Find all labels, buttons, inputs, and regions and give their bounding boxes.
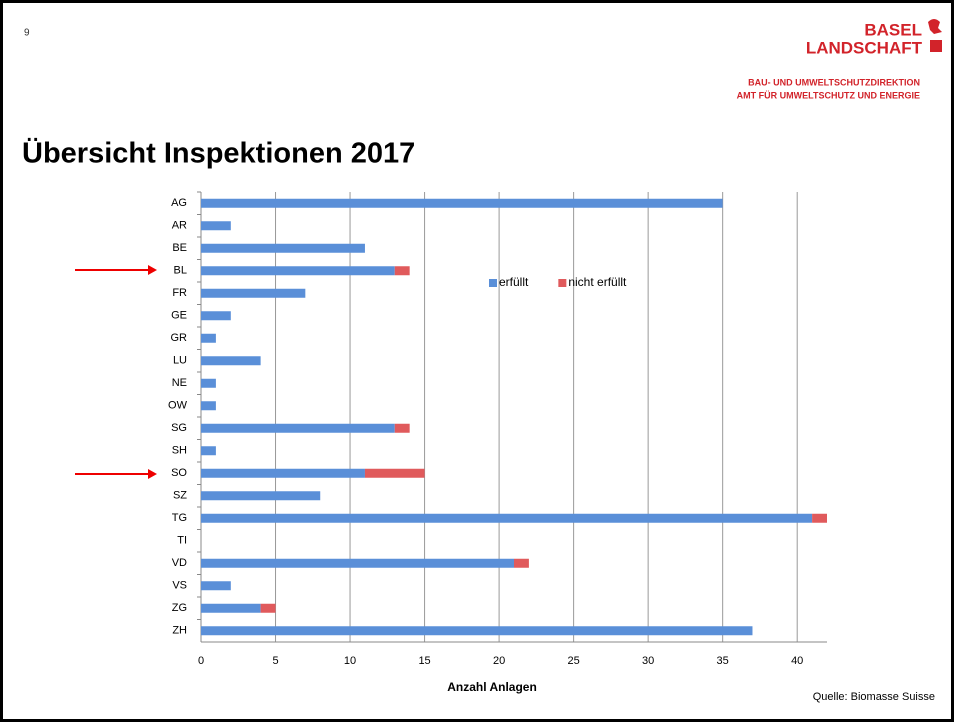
y-tick-label: VS [172, 580, 187, 592]
department: BAU- UND UMWELTSCHUTZDIREKTION [748, 77, 920, 87]
arrow [75, 265, 157, 275]
bar-segment [201, 333, 216, 343]
x-tick-label: 40 [791, 655, 803, 667]
y-tick-label: AR [172, 220, 187, 232]
y-tick-label: FR [172, 287, 187, 299]
bar-segment [201, 626, 753, 636]
bar-segment [364, 468, 425, 478]
bar-segment [260, 603, 276, 613]
y-tick-label: AG [171, 197, 187, 209]
bar-segment [201, 558, 514, 568]
x-tick-label: 25 [567, 655, 579, 667]
department: AMT FÜR UMWELTSCHUTZ UND ENERGIE [737, 90, 920, 100]
bar-segment [201, 401, 216, 411]
y-tick-label: SG [171, 422, 187, 434]
y-tick-label: ZH [172, 625, 187, 637]
y-tick-label: TI [177, 535, 187, 547]
x-tick-label: 15 [418, 655, 430, 667]
logo-icon [928, 19, 942, 52]
bar-segment [201, 311, 231, 321]
legend-label: nicht erfüllt [568, 275, 627, 289]
x-tick-label: 10 [344, 655, 356, 667]
y-tick-label: SO [171, 467, 187, 479]
bar-segment [394, 423, 410, 433]
bar-segment [201, 513, 813, 523]
bar-segment [514, 558, 529, 568]
legend-swatch [558, 279, 567, 287]
bar-segment [201, 356, 261, 366]
bar-segment [812, 513, 827, 523]
y-tick-label: VD [172, 557, 187, 569]
bar-segment [201, 221, 231, 231]
y-tick-label: NE [172, 377, 187, 389]
logo-text: BASEL [864, 20, 922, 39]
x-tick-label: 20 [493, 655, 505, 667]
bar-segment [201, 468, 365, 478]
page-number: 9 [24, 28, 30, 39]
legend-swatch [489, 279, 497, 287]
y-tick-label: LU [173, 355, 187, 367]
x-tick-label: 35 [717, 655, 729, 667]
bar-segment [201, 491, 321, 501]
x-tick-label: 30 [642, 655, 654, 667]
legend-label: erfüllt [499, 275, 529, 289]
bar-segment [201, 581, 231, 591]
logo-text: LANDSCHAFT [806, 38, 923, 57]
y-tick-label: BE [172, 242, 187, 254]
bar-segment [201, 266, 395, 276]
bar-segment [201, 446, 216, 456]
y-tick-label: GE [171, 310, 187, 322]
x-tick-label: 5 [272, 655, 278, 667]
y-tick-label: BL [174, 265, 187, 277]
y-tick-label: SZ [173, 490, 187, 502]
slide-title: Übersicht Inspektionen 2017 [22, 137, 415, 170]
source: Quelle: Biomasse Suisse [813, 691, 935, 703]
bar-segment [201, 423, 395, 433]
bar-segment [201, 288, 306, 298]
bar-segment [201, 243, 365, 253]
bar-segment [201, 603, 261, 613]
y-tick-label: ZG [172, 602, 187, 614]
arrow [75, 469, 157, 479]
y-tick-label: TG [172, 512, 187, 524]
bar-segment [201, 378, 216, 388]
y-tick-label: SH [172, 445, 187, 457]
x-tick-label: 0 [198, 655, 204, 667]
y-tick-label: OW [168, 400, 188, 412]
bar-segment [201, 198, 723, 208]
y-tick-label: GR [171, 332, 188, 344]
bar-segment [394, 266, 410, 276]
x-axis-label: Anzahl Anlagen [447, 680, 537, 694]
